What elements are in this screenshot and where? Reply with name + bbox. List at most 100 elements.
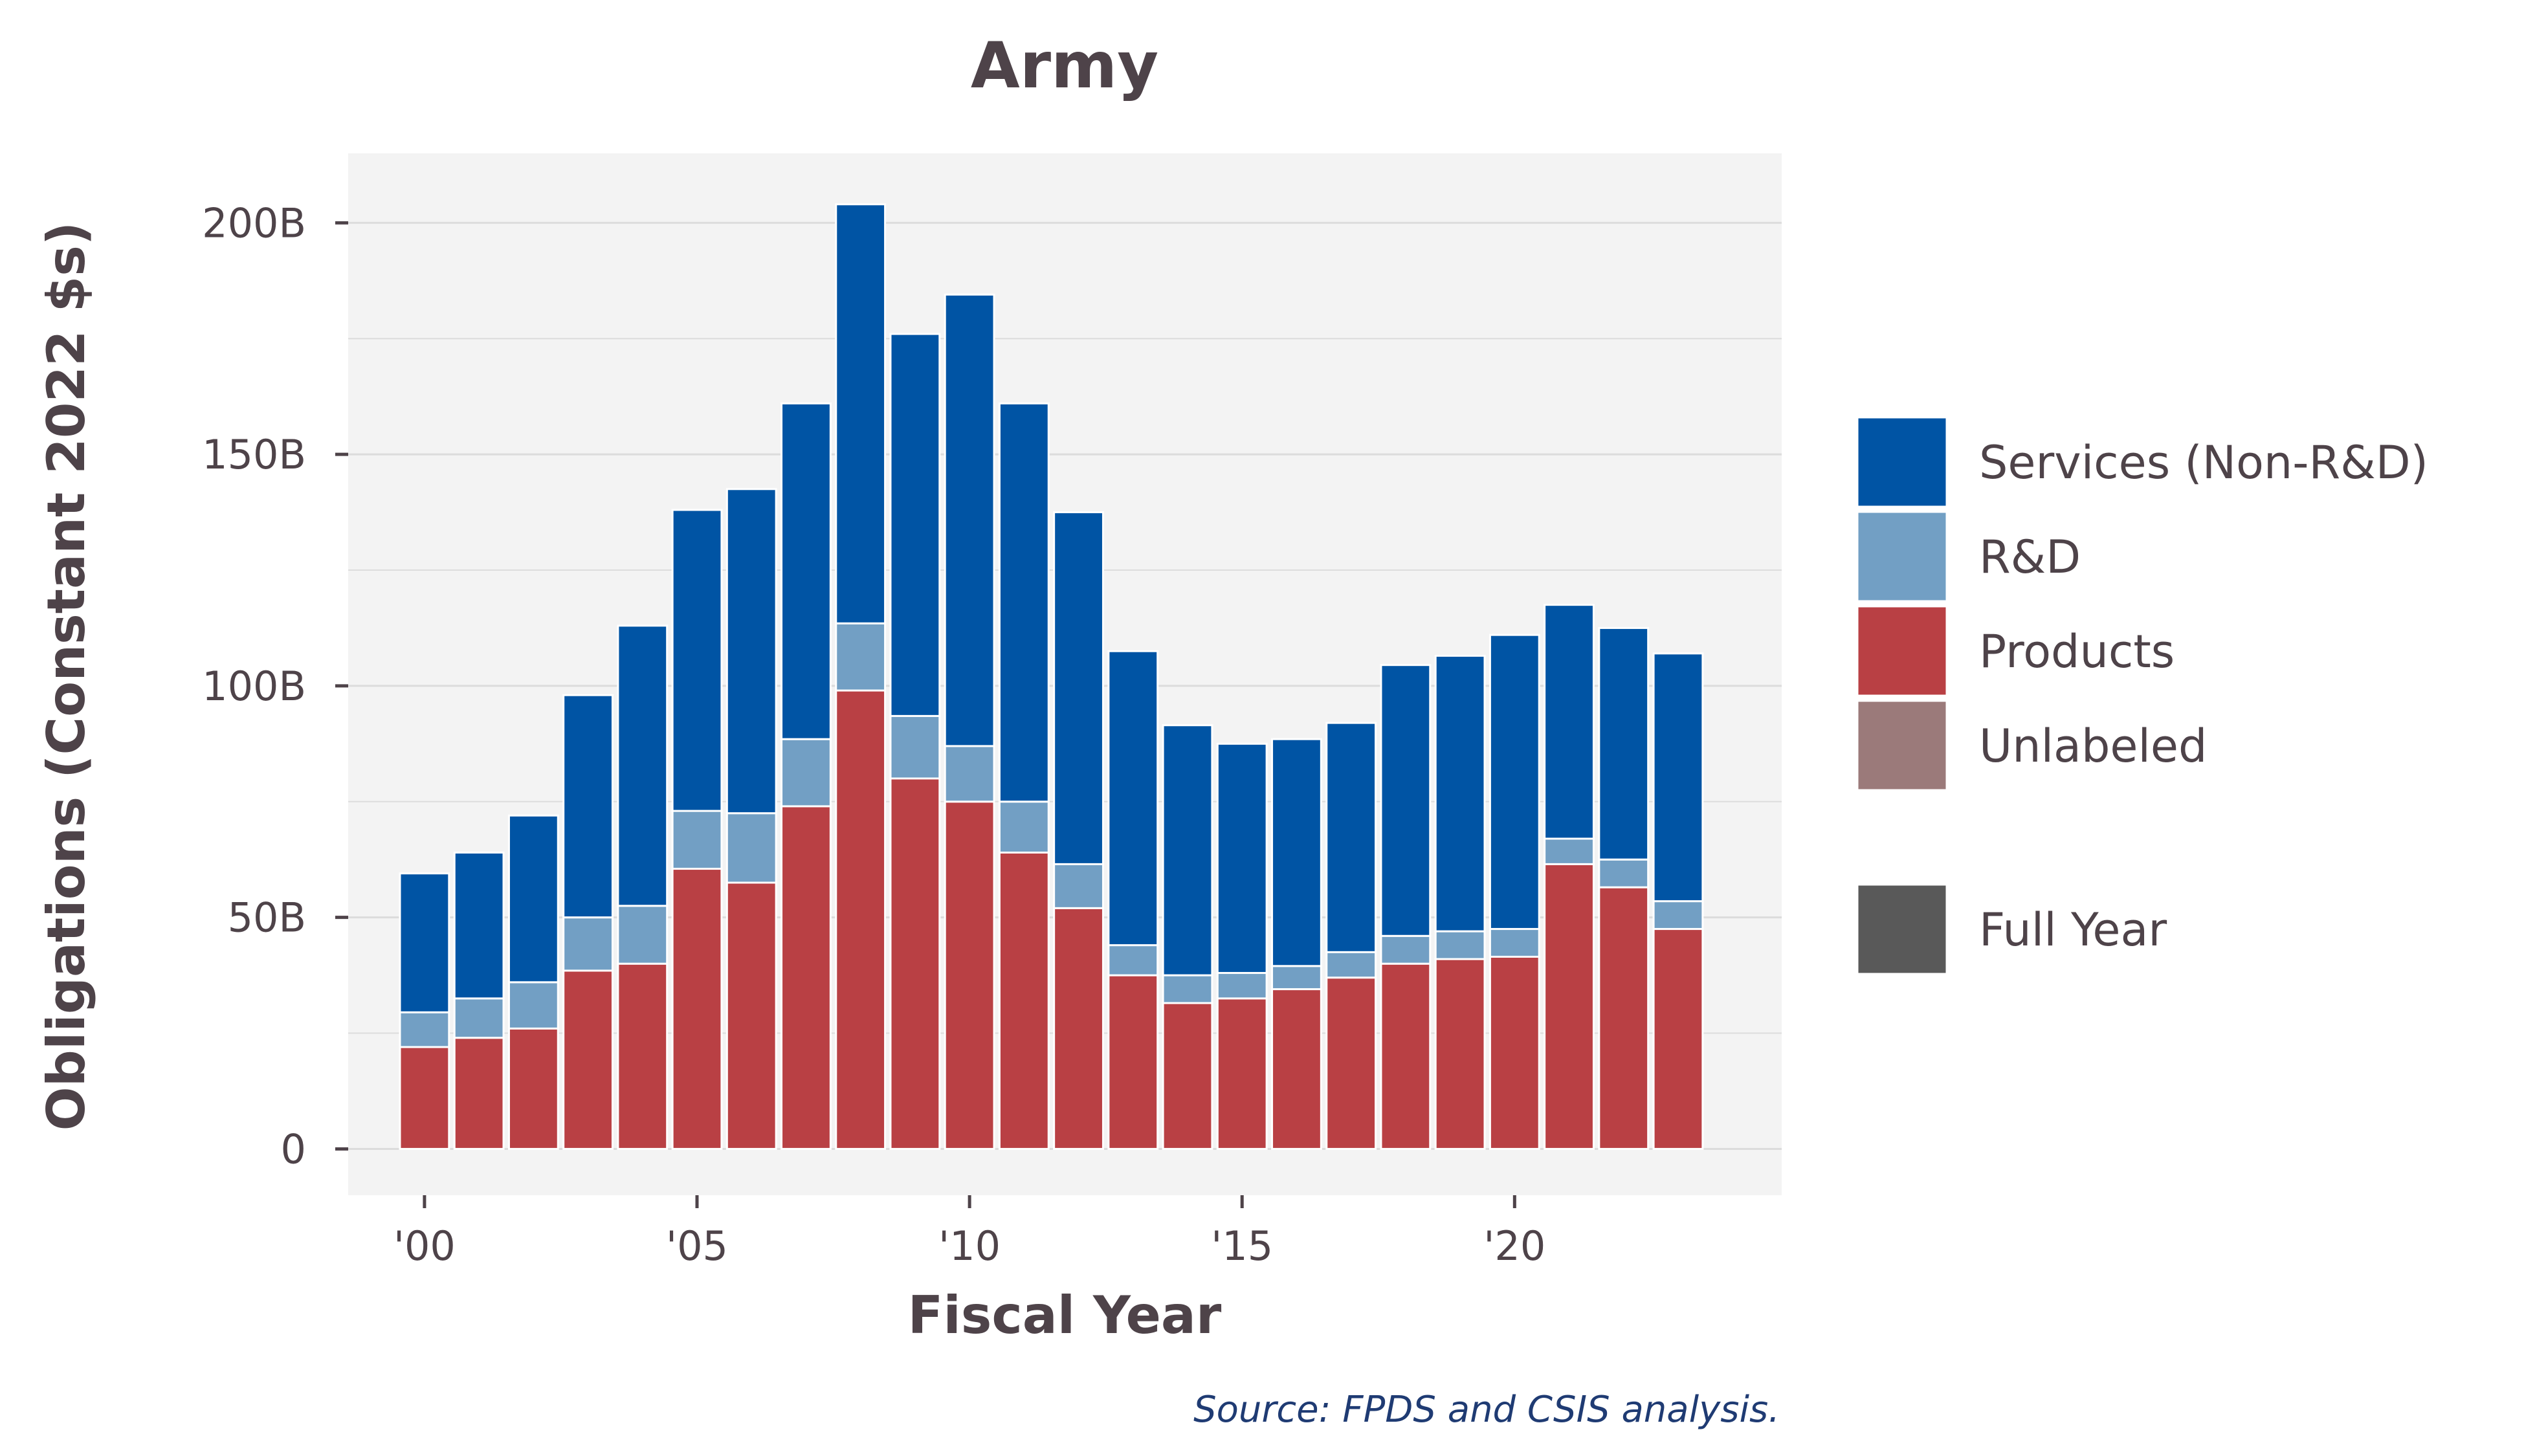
y-axis: 0 50B 100B 150B 200B — [202, 199, 348, 1173]
bar-services-non-r-d-2020 — [1489, 634, 1540, 931]
bar-services-non-r-d-2008 — [835, 203, 887, 624]
bar-r-d-2006 — [725, 812, 777, 884]
legend-label-full-year: Full Year — [1979, 903, 2167, 956]
y-tick-label: 50B — [228, 894, 306, 942]
bar-r-d-2017 — [1325, 951, 1377, 979]
bar-services-non-r-d-2017 — [1325, 722, 1377, 953]
bar-r-d-2016 — [1271, 965, 1322, 991]
bar-products-2001 — [453, 1037, 505, 1150]
x-tick-label: '00 — [393, 1222, 456, 1270]
bar-products-2016 — [1271, 988, 1322, 1150]
bar-services-non-r-d-2012 — [1053, 511, 1104, 865]
y-tick-label: 200B — [202, 199, 306, 247]
legend-label-products: Products — [1979, 625, 2175, 678]
x-tick-label: '10 — [938, 1222, 1001, 1270]
bar-r-d-2004 — [617, 905, 669, 965]
chart-title: Army — [971, 29, 1158, 103]
bar-products-2014 — [1162, 1002, 1213, 1150]
bar-products-2008 — [835, 689, 887, 1150]
bar-r-d-2000 — [399, 1011, 450, 1048]
bar-r-d-2002 — [507, 981, 559, 1030]
bar-r-d-2022 — [1598, 858, 1650, 888]
source-note: Source: FPDS and CSIS analysis. — [1193, 1389, 1780, 1431]
bar-services-non-r-d-2016 — [1271, 738, 1322, 967]
legend-label-r-d: R&D — [1979, 531, 2081, 584]
bar-products-2007 — [780, 805, 832, 1150]
bar-products-2017 — [1325, 976, 1377, 1150]
bar-services-non-r-d-2007 — [780, 402, 832, 740]
bar-products-2021 — [1544, 863, 1595, 1150]
bar-r-d-2009 — [889, 714, 941, 780]
bar-r-d-2023 — [1652, 900, 1704, 931]
bar-r-d-2005 — [671, 810, 723, 870]
bar-products-2002 — [507, 1027, 559, 1150]
bar-services-non-r-d-2021 — [1544, 604, 1595, 840]
x-axis-title: Fiscal Year — [908, 1285, 1222, 1345]
bar-services-non-r-d-2001 — [453, 851, 505, 1000]
legend-swatch-products — [1856, 605, 1948, 697]
bars — [399, 203, 1704, 1150]
bar-r-d-2012 — [1053, 863, 1104, 909]
legend-swatch-full-year — [1856, 883, 1948, 975]
bar-services-non-r-d-2005 — [671, 509, 723, 812]
y-tick-label: 100B — [202, 663, 306, 710]
bar-products-2019 — [1434, 958, 1486, 1150]
x-tick-label: '20 — [1483, 1222, 1545, 1270]
bar-products-2022 — [1598, 886, 1650, 1150]
bar-r-d-2011 — [998, 800, 1050, 854]
bar-services-non-r-d-2009 — [889, 333, 941, 717]
bar-products-2000 — [399, 1046, 450, 1150]
bar-products-2006 — [725, 881, 777, 1150]
x-tick-label: '05 — [666, 1222, 728, 1270]
bar-products-2003 — [562, 969, 614, 1150]
bar-services-non-r-d-2023 — [1652, 652, 1704, 903]
bar-products-2009 — [889, 777, 941, 1150]
bar-r-d-2021 — [1544, 837, 1595, 865]
bar-services-non-r-d-2000 — [399, 872, 450, 1013]
bar-services-non-r-d-2022 — [1598, 626, 1650, 861]
bar-services-non-r-d-2003 — [562, 694, 614, 919]
bar-products-2010 — [944, 800, 995, 1150]
bar-r-d-2014 — [1162, 974, 1213, 1004]
legend-swatch-r-d — [1856, 511, 1948, 602]
bar-r-d-2001 — [453, 997, 505, 1039]
bar-r-d-2010 — [944, 745, 995, 803]
bar-products-2005 — [671, 868, 723, 1150]
bar-services-non-r-d-2014 — [1162, 724, 1213, 976]
bar-products-2012 — [1053, 907, 1104, 1150]
legend-label-unlabeled: Unlabeled — [1979, 720, 2207, 773]
bar-products-2011 — [998, 851, 1050, 1150]
bar-products-2018 — [1380, 962, 1432, 1150]
bar-services-non-r-d-2010 — [944, 293, 995, 747]
y-tick-label: 150B — [202, 431, 306, 478]
bar-r-d-2008 — [835, 622, 887, 692]
bar-r-d-2003 — [562, 916, 614, 972]
bar-products-2013 — [1107, 974, 1159, 1150]
bar-r-d-2020 — [1489, 928, 1540, 958]
bar-r-d-2018 — [1380, 934, 1432, 965]
bar-services-non-r-d-2018 — [1380, 664, 1432, 937]
y-tick-label: 0 — [281, 1125, 306, 1173]
bar-services-non-r-d-2015 — [1216, 742, 1268, 975]
legend-swatch-services-non-r-d — [1856, 416, 1948, 508]
x-tick-label: '15 — [1211, 1222, 1273, 1270]
bar-services-non-r-d-2006 — [725, 488, 777, 815]
bar-r-d-2013 — [1107, 944, 1159, 976]
bar-services-non-r-d-2019 — [1434, 654, 1486, 932]
bar-products-2023 — [1652, 928, 1704, 1150]
bar-products-2004 — [617, 962, 669, 1150]
bar-services-non-r-d-2011 — [998, 402, 1050, 803]
legend-swatch-unlabeled — [1856, 700, 1948, 791]
bar-services-non-r-d-2002 — [507, 814, 559, 984]
bar-products-2015 — [1216, 997, 1268, 1150]
bar-services-non-r-d-2013 — [1107, 650, 1159, 947]
bar-r-d-2015 — [1216, 972, 1268, 1000]
legend-label-services-non-r-d: Services (Non-R&D) — [1979, 436, 2428, 489]
bar-r-d-2007 — [780, 738, 832, 808]
legend: Services (Non-R&D) R&D Products Unlabeled Fu… — [1856, 416, 2428, 975]
bar-services-non-r-d-2004 — [617, 624, 669, 907]
y-axis-title: Obligations (Constant 2022 $s) — [36, 222, 96, 1131]
bar-r-d-2019 — [1434, 930, 1486, 960]
